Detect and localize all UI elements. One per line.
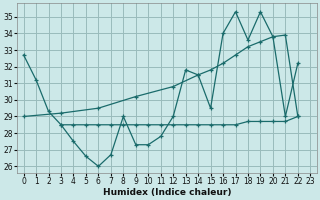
X-axis label: Humidex (Indice chaleur): Humidex (Indice chaleur) bbox=[103, 188, 231, 197]
